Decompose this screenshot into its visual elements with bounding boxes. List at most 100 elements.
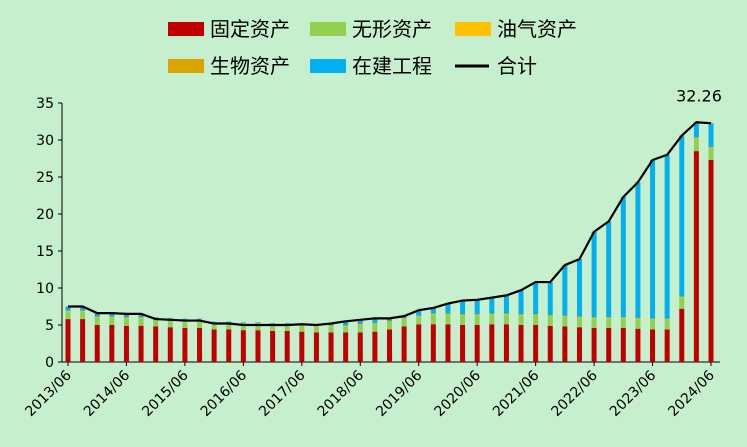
bar-segment [430,324,436,362]
bar-segment [693,138,699,152]
bar-segment [401,319,407,327]
bar-segment [343,332,349,362]
x-tick-label: 2024/06 [665,367,718,420]
bar-segment [255,322,261,324]
bar-segment [591,317,597,318]
bar-segment [679,308,685,362]
bar-segment [284,330,290,362]
bar-segment [94,316,100,318]
y-tick-label: 5 [45,318,54,334]
bar-segment [226,323,232,330]
bar-segment [240,324,246,331]
y-tick-label: 15 [36,244,54,260]
bar-segment [240,323,246,324]
bar-segment [357,323,363,325]
bar-segment [387,322,392,330]
bar-segment [562,326,568,362]
x-tick-label: 2016/06 [198,367,251,420]
bar-segment [343,326,349,333]
bar-segment [650,329,656,362]
bar-segment [518,314,524,316]
bar-segment [620,327,626,362]
bar-segment [576,316,582,318]
bar-segment [80,319,86,362]
bar-segment [109,317,115,325]
bar-segment [679,135,685,297]
bar-segment [226,329,232,362]
bar-segment [518,290,524,315]
bar-segment [606,327,612,362]
bar-segment [503,313,509,315]
y-tick-label: 10 [36,281,54,297]
legend-swatch [455,22,491,36]
bar-segment [503,295,509,314]
bar-segment [65,311,71,320]
bar-segment [474,314,480,316]
legend-label: 固定资产 [210,17,290,41]
bar-segment [211,329,217,362]
bar-segment [416,324,422,362]
legend-swatch [168,59,204,73]
bar-segment [240,330,246,362]
bar-segment [430,314,436,325]
y-tick-label: 35 [36,96,54,112]
bar-segment [94,317,100,325]
y-tick-label: 0 [45,355,54,371]
bar-segment [576,317,582,328]
bar-segment [328,326,334,333]
bar-segment [445,313,451,315]
legend-swatch [310,22,346,36]
legend-label: 无形资产 [352,17,432,41]
bar-segment [606,318,612,328]
bar-segment [474,299,480,315]
x-tick-label: 2014/06 [81,367,134,420]
bar-segment [299,331,305,362]
bar-segment [109,313,115,317]
bar-segment [372,331,378,362]
x-tick-label: 2015/06 [139,367,192,420]
bar-segment [343,325,349,327]
bar-segment [591,231,597,318]
legend-label: 油气资产 [497,17,577,41]
bar-segment [518,315,524,325]
y-tick-label: 20 [36,207,54,223]
bar-segment [547,282,553,316]
bar-segment [94,313,100,317]
bar-segment [650,159,656,319]
bar-segment [664,154,670,319]
bar-segment [460,314,466,316]
bar-segment [65,319,71,362]
bar-segment [606,317,612,318]
bar-segment [313,326,319,333]
bar-segment [401,326,407,362]
bar-segment [270,325,276,331]
bar-segment [547,315,553,316]
bar-segment [547,316,553,326]
legend-swatch [168,22,204,36]
bar-segment [664,319,670,330]
bar-segment [664,329,670,362]
bar-segment [401,317,407,319]
bar-segment [430,313,436,315]
bar-segment [533,282,539,315]
bar-segment [167,327,173,362]
bar-segment [240,322,246,324]
bar-segment [211,323,217,330]
bar-segment [167,319,173,328]
bar-segment [693,137,699,139]
bar-segment [635,328,641,362]
bar-segment [693,122,699,138]
bar-segment [80,310,86,312]
bar-segment [138,317,144,318]
bar-segment [123,317,129,318]
bar-segment [489,313,495,315]
bar-segment [620,318,626,328]
bar-segment [576,327,582,362]
bar-segment [489,297,495,314]
bar-segment [708,159,714,362]
bar-segment [109,325,115,362]
bar-segment [270,330,276,362]
bar-segment [80,311,86,320]
bar-segment [489,324,495,362]
bar-segment [65,306,71,311]
